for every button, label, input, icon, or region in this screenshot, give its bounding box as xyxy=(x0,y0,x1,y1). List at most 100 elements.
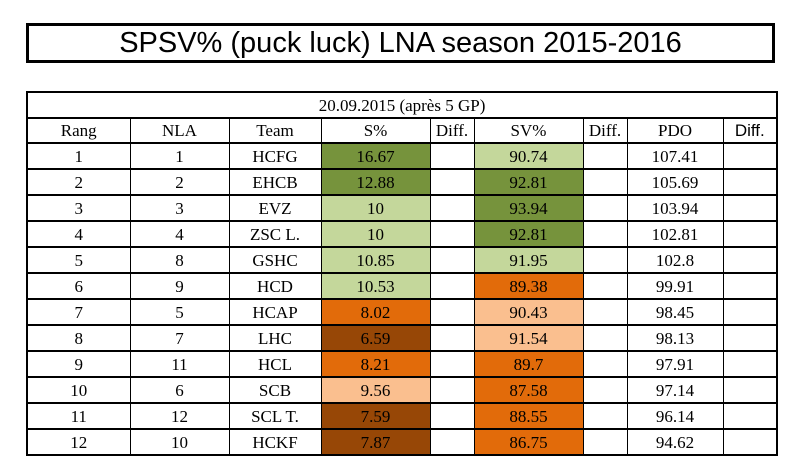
col-header-rang: Rang xyxy=(26,117,131,144)
cell-rang: 8 xyxy=(26,324,131,352)
cell-s-pct: 9.56 xyxy=(320,376,431,404)
cell-s-diff xyxy=(429,350,475,378)
cell-sv-diff xyxy=(582,428,628,456)
cell-pdo: 107.41 xyxy=(626,142,724,170)
cell-sv-pct: 92.81 xyxy=(473,220,584,248)
cell-pdo-diff xyxy=(722,376,778,404)
table-row: 4 4 ZSC L. 10 92.81 102.81 xyxy=(26,220,778,248)
cell-pdo-diff xyxy=(722,350,778,378)
cell-nla: 7 xyxy=(129,324,230,352)
cell-rang: 7 xyxy=(26,298,131,326)
cell-team: EVZ xyxy=(228,194,322,222)
cell-s-diff xyxy=(429,376,475,404)
cell-s-diff xyxy=(429,220,475,248)
cell-s-pct: 7.59 xyxy=(320,402,431,430)
cell-s-pct: 10.53 xyxy=(320,272,431,300)
cell-rang: 3 xyxy=(26,194,131,222)
col-header-pdo: PDO xyxy=(626,117,724,144)
table-row: 5 8 GSHC 10.85 91.95 102.8 xyxy=(26,246,778,274)
cell-s-pct: 7.87 xyxy=(320,428,431,456)
table-row: 6 9 HCD 10.53 89.38 99.91 xyxy=(26,272,778,300)
cell-s-diff xyxy=(429,246,475,274)
cell-nla: 9 xyxy=(129,272,230,300)
cell-s-diff xyxy=(429,298,475,326)
table-row: 11 12 SCL T. 7.59 88.55 96.14 xyxy=(26,402,778,430)
cell-s-diff xyxy=(429,272,475,300)
cell-sv-pct: 89.7 xyxy=(473,350,584,378)
cell-pdo: 102.81 xyxy=(626,220,724,248)
col-header-sv-pct: SV% xyxy=(473,117,584,144)
cell-sv-pct: 91.95 xyxy=(473,246,584,274)
cell-sv-diff xyxy=(582,298,628,326)
cell-rang: 10 xyxy=(26,376,131,404)
cell-rang: 1 xyxy=(26,142,131,170)
col-header-pdo-diff: Diff. xyxy=(722,117,778,144)
cell-team: HCL xyxy=(228,350,322,378)
cell-pdo-diff xyxy=(722,324,778,352)
cell-sv-pct: 90.74 xyxy=(473,142,584,170)
header-row: Rang NLA Team S% Diff. SV% Diff. PDO Dif… xyxy=(26,117,778,144)
table-row: 12 10 HCKF 7.87 86.75 94.62 xyxy=(26,428,778,456)
cell-sv-pct: 91.54 xyxy=(473,324,584,352)
cell-pdo: 97.91 xyxy=(626,350,724,378)
cell-sv-pct: 89.38 xyxy=(473,272,584,300)
table-row: 10 6 SCB 9.56 87.58 97.14 xyxy=(26,376,778,404)
cell-rang: 11 xyxy=(26,402,131,430)
cell-sv-pct: 87.58 xyxy=(473,376,584,404)
page-title: SPSV% (puck luck) LNA season 2015-2016 xyxy=(119,26,682,59)
cell-pdo-diff xyxy=(722,428,778,456)
cell-sv-pct: 92.81 xyxy=(473,168,584,196)
cell-sv-diff xyxy=(582,324,628,352)
col-header-s-pct: S% xyxy=(320,117,431,144)
cell-pdo: 99.91 xyxy=(626,272,724,300)
caption-row: 20.09.2015 (après 5 GP) xyxy=(26,91,778,119)
cell-sv-diff xyxy=(582,246,628,274)
cell-nla: 11 xyxy=(129,350,230,378)
cell-rang: 2 xyxy=(26,168,131,196)
cell-team: SCB xyxy=(228,376,322,404)
cell-s-pct: 10 xyxy=(320,194,431,222)
cell-nla: 2 xyxy=(129,168,230,196)
cell-s-diff xyxy=(429,324,475,352)
cell-rang: 4 xyxy=(26,220,131,248)
cell-nla: 1 xyxy=(129,142,230,170)
cell-s-pct: 8.02 xyxy=(320,298,431,326)
cell-s-pct: 16.67 xyxy=(320,142,431,170)
cell-pdo-diff xyxy=(722,298,778,326)
cell-sv-pct: 93.94 xyxy=(473,194,584,222)
cell-pdo: 102.8 xyxy=(626,246,724,274)
cell-rang: 5 xyxy=(26,246,131,274)
cell-rang: 9 xyxy=(26,350,131,378)
table-row: 9 11 HCL 8.21 89.7 97.91 xyxy=(26,350,778,378)
cell-team: HCAP xyxy=(228,298,322,326)
cell-pdo-diff xyxy=(722,272,778,300)
cell-pdo: 98.13 xyxy=(626,324,724,352)
cell-nla: 8 xyxy=(129,246,230,274)
cell-team: HCKF xyxy=(228,428,322,456)
cell-pdo-diff xyxy=(722,168,778,196)
col-header-team: Team xyxy=(228,117,322,144)
cell-pdo-diff xyxy=(722,142,778,170)
cell-nla: 5 xyxy=(129,298,230,326)
cell-s-diff xyxy=(429,168,475,196)
stats-table: 20.09.2015 (après 5 GP) Rang NLA Team S%… xyxy=(26,91,779,456)
table-row: 8 7 LHC 6.59 91.54 98.13 xyxy=(26,324,778,352)
cell-team: LHC xyxy=(228,324,322,352)
title-box: SPSV% (puck luck) LNA season 2015-2016 xyxy=(26,23,775,63)
cell-pdo: 97.14 xyxy=(626,376,724,404)
cell-sv-diff xyxy=(582,168,628,196)
cell-team: GSHC xyxy=(228,246,322,274)
cell-nla: 10 xyxy=(129,428,230,456)
cell-s-pct: 10 xyxy=(320,220,431,248)
col-header-s-diff: Diff. xyxy=(429,117,475,144)
cell-sv-pct: 90.43 xyxy=(473,298,584,326)
cell-nla: 6 xyxy=(129,376,230,404)
cell-pdo-diff xyxy=(722,194,778,222)
cell-team: HCFG xyxy=(228,142,322,170)
cell-s-pct: 8.21 xyxy=(320,350,431,378)
cell-rang: 6 xyxy=(26,272,131,300)
table-row: 2 2 EHCB 12.88 92.81 105.69 xyxy=(26,168,778,196)
cell-sv-diff xyxy=(582,194,628,222)
cell-sv-diff xyxy=(582,220,628,248)
cell-pdo: 94.62 xyxy=(626,428,724,456)
